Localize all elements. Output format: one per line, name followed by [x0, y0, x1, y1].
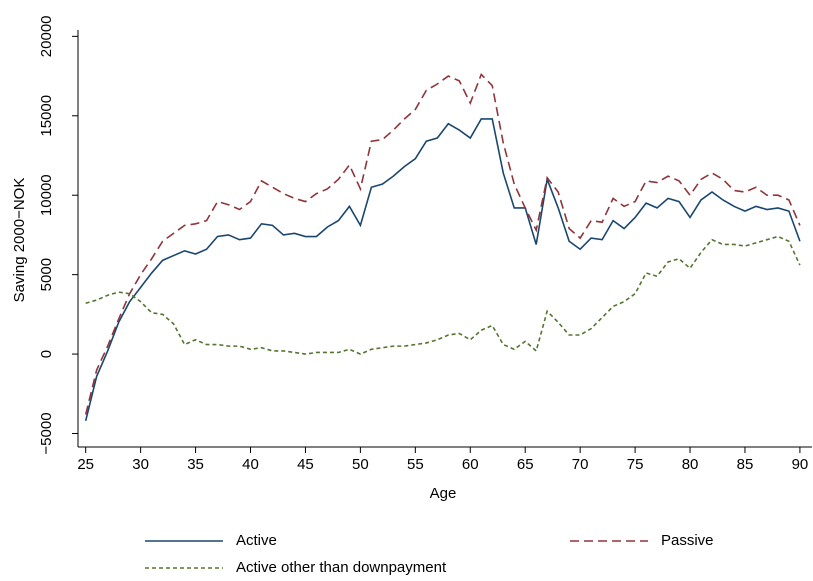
x-tick-label: 65	[517, 456, 534, 473]
y-tick-label: 15000	[38, 95, 55, 137]
y-tick-label: 5000	[38, 258, 55, 291]
legend-label: Active other than downpayment	[236, 559, 447, 576]
x-tick-label: 35	[187, 456, 204, 473]
y-tick-label: 20000	[38, 15, 55, 57]
series-line	[84, 73, 801, 415]
x-tick-label: 75	[627, 456, 644, 473]
series-line	[84, 118, 801, 421]
x-tick-label: 80	[682, 456, 699, 473]
y-axis-label: Saving 2000−NOK	[11, 178, 28, 303]
y-tick-label: −5000	[38, 412, 55, 454]
x-tick-label: 85	[737, 456, 754, 473]
x-tick-label: 70	[572, 456, 589, 473]
x-tick-label: 90	[792, 456, 809, 473]
x-tick-label: 30	[132, 456, 149, 473]
legend-label: Active	[236, 532, 277, 549]
x-tick-label: 55	[407, 456, 424, 473]
x-tick-label: 25	[77, 456, 94, 473]
y-tick-label: 10000	[38, 174, 55, 216]
legend-label: Passive	[661, 532, 714, 549]
x-tick-label: 60	[462, 456, 479, 473]
y-tick-label: 0	[38, 350, 55, 358]
x-tick-label: 40	[242, 456, 259, 473]
x-tick-label: 50	[352, 456, 369, 473]
x-tick-label: 45	[297, 456, 314, 473]
x-axis-label: Age	[430, 485, 457, 502]
series-line	[85, 235, 801, 355]
